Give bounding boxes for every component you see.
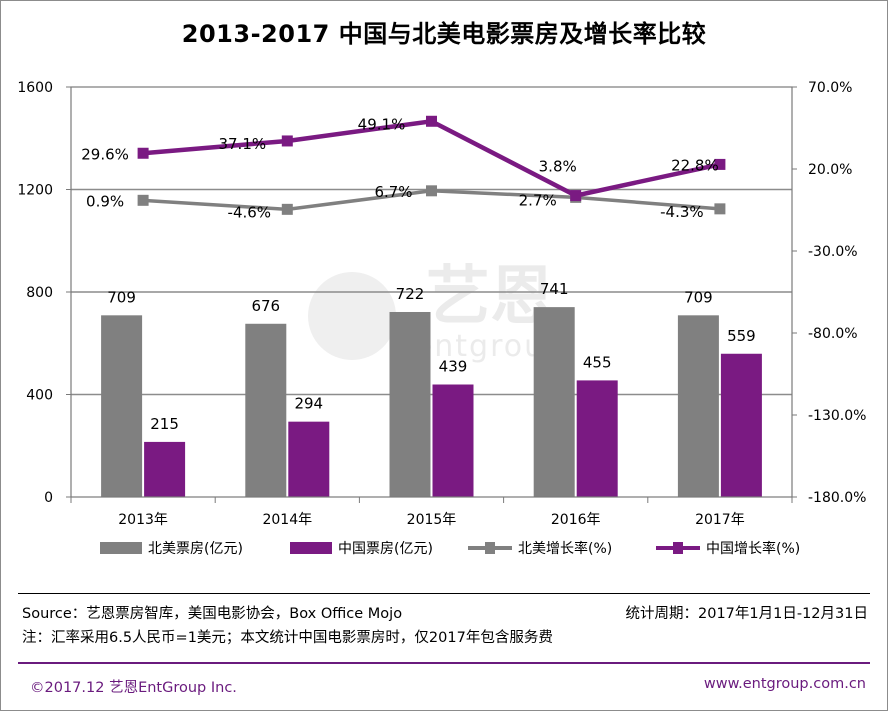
chart-legend: 北美票房(亿元) 中国票房(亿元) 北美增长率(%) 中国增长率(%) [0, 538, 888, 562]
line-marker [137, 194, 149, 206]
left-axis-tick-label: 1600 [17, 80, 53, 96]
legend-swatch-gray-bar [100, 542, 142, 554]
chart-title: 2013-2017 中国与北美电影票房及增长率比较 [181, 20, 707, 48]
legend-item-north-america-box-office: 北美票房(亿元) [100, 538, 243, 558]
watermark-brand-cn: 艺恩 [426, 260, 554, 334]
line-data-label: -4.6% [228, 203, 272, 221]
line-data-label: -4.3% [660, 203, 704, 221]
bar-north-america [677, 315, 719, 497]
bar-data-label: 215 [150, 415, 179, 433]
line-marker [570, 190, 582, 202]
legend-swatch-gray-line [468, 542, 512, 554]
bar-data-label: 676 [251, 297, 280, 315]
right-axis-tick-label: -180.0% [808, 490, 866, 506]
watermark-logo-icon [308, 272, 396, 360]
line-data-label: 37.1% [218, 135, 266, 153]
line-marker [281, 203, 293, 215]
bar-china [720, 353, 762, 497]
exchange-rate-note: 注：汇率采用6.5人民币=1美元；本文统计中国电影票房时，仅2017年包含服务费 [22, 630, 553, 646]
bar-china [144, 441, 186, 497]
bar-north-america [101, 315, 143, 497]
legend-label: 中国增长率(%) [706, 541, 801, 557]
line-marker [426, 185, 437, 197]
legend-item-china-growth: 中国增长率(%) [656, 538, 800, 558]
right-axis-tick-label: 20.0% [808, 162, 852, 178]
bar-data-label: 722 [396, 285, 425, 303]
left-axis-tick-label: 0 [44, 490, 53, 506]
bar-north-america [389, 311, 431, 497]
left-axis-tick-label: 800 [26, 285, 53, 301]
bar-north-america [245, 323, 287, 497]
bar-data-label: 741 [540, 280, 569, 298]
line-data-label: 49.1% [358, 115, 406, 133]
line-data-label: 6.7% [374, 183, 412, 201]
x-axis-tick-label: 2016年 [551, 512, 601, 528]
website-link[interactable]: www.entgroup.com.cn [703, 676, 866, 692]
bar-data-label: 455 [583, 353, 612, 371]
bar-data-label: 439 [439, 358, 468, 376]
line-data-label: 29.6% [81, 145, 129, 163]
right-axis-tick-label: -80.0% [808, 326, 858, 342]
series-line-china-growth [142, 118, 721, 198]
legend-item-china-box-office: 中国票房(亿元) [290, 538, 433, 558]
legend-label: 北美票房(亿元) [148, 541, 243, 557]
legend-label: 中国票房(亿元) [338, 541, 433, 557]
line-marker [714, 203, 726, 215]
bar-china [288, 421, 330, 497]
copyright: ©2017.12 艺恩EntGroup Inc. [30, 680, 237, 696]
x-axis-tick-label: 2013年 [118, 512, 168, 528]
legend-swatch-purple-line [656, 542, 700, 554]
line-data-label: 22.8% [671, 156, 719, 174]
right-axis-tick-label: 70.0% [808, 80, 852, 96]
period-note: 统计周期：2017年1月1日-12月31日 [625, 606, 869, 622]
bar-data-label: 559 [727, 327, 756, 345]
line-marker [714, 158, 726, 170]
left-axis-tick-label: 400 [26, 388, 53, 404]
x-axis-tick-label: 2017年 [695, 512, 745, 528]
x-axis-tick-label: 2014年 [262, 512, 312, 528]
right-axis-tick-label: -30.0% [808, 244, 858, 260]
right-axis-tick-label: -130.0% [808, 408, 866, 424]
left-axis-tick-label: 1200 [17, 183, 53, 199]
bar-china [432, 384, 474, 497]
x-axis-tick-label: 2015年 [407, 512, 457, 528]
line-marker [281, 135, 293, 147]
bar-china [576, 380, 618, 497]
line-data-label: 2.7% [519, 191, 557, 209]
line-marker [137, 147, 149, 159]
bar-data-label: 294 [294, 395, 323, 413]
line-data-label: 3.8% [539, 158, 577, 176]
legend-label: 北美增长率(%) [518, 541, 613, 557]
bar-data-label: 709 [684, 288, 713, 306]
line-data-label: 0.9% [86, 192, 124, 210]
legend-swatch-purple-bar [290, 542, 332, 554]
bar-north-america [533, 307, 575, 497]
source-note: Source：艺恩票房智库，美国电影协会，Box Office Mojo [22, 606, 403, 622]
footer-divider [18, 593, 870, 594]
legend-item-north-america-growth: 北美增长率(%) [468, 538, 612, 558]
line-marker [426, 115, 437, 127]
footer-purple-divider [18, 662, 870, 664]
bar-data-label: 709 [107, 288, 136, 306]
